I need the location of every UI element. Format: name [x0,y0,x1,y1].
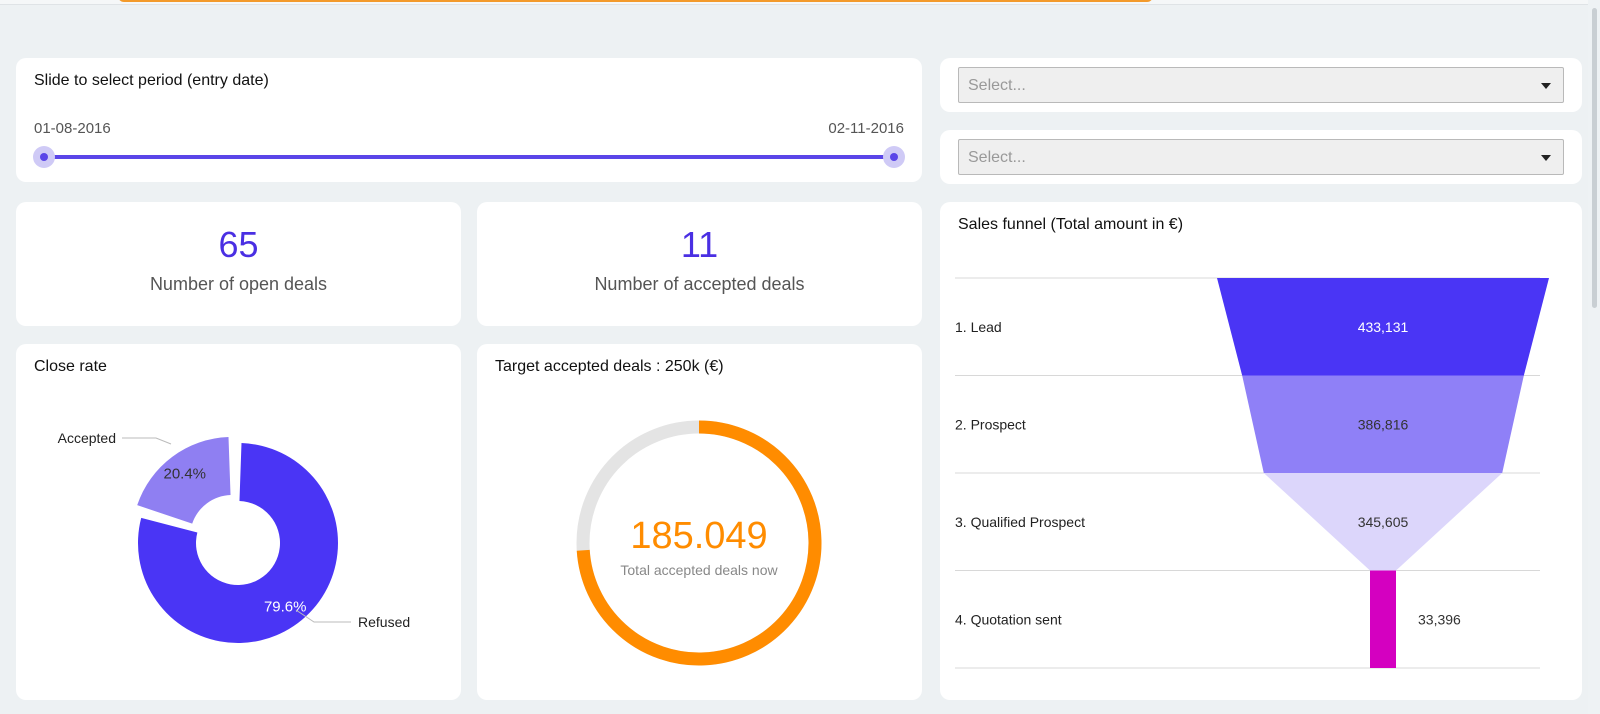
donut-label-refused: Refused [358,614,410,630]
slider-start-handle[interactable] [33,146,55,168]
select-placeholder: Select... [968,77,1026,94]
slider-start-date: 01-08-2016 [34,120,111,137]
filter-select-1[interactable]: Select... [958,67,1564,103]
target-gauge-chart: 185.049 Total accepted deals now [576,420,822,666]
target-gauge-card: Target accepted deals : 250k (€) 185.049… [477,344,922,700]
top-accent-bar [118,0,1153,2]
slider-end-handle[interactable] [883,146,905,168]
donut-value-label: 79.6% [264,598,307,615]
period-filter-card: Slide to select period (entry date) 01-0… [16,58,922,182]
funnel-category-label: 2. Prospect [955,416,1026,432]
filter-select-2[interactable]: Select... [958,139,1564,175]
chevron-down-icon[interactable] [1541,155,1551,161]
slider-end-date: 02-11-2016 [828,120,904,137]
funnel-category-label: 1. Lead [955,319,1002,335]
sales-funnel-chart: 1. Lead 433,131 2. Prospect 386,816 3. Quali… [955,277,1549,669]
filter-select-card-2: Select... [940,130,1582,184]
funnel-category-label: 3. Qualified Prospect [955,514,1085,530]
funnel-stage-1[interactable] [1217,278,1549,376]
funnel-stage-2[interactable] [1242,375,1524,474]
kpi-accepted-deals-value: 11 [680,224,719,265]
sales-funnel-card: Sales funnel (Total amount in €) 1. Lead… [940,202,1582,700]
donut-slice-refused[interactable] [138,443,339,643]
slider-track[interactable] [44,155,894,159]
period-filter-title: Slide to select period (entry date) [34,72,269,89]
donut-slice-accepted[interactable] [137,437,231,524]
donut-leader-line [295,609,351,623]
target-gauge-title: Target accepted deals : 250k (€) [495,358,724,375]
kpi-accepted-deals-card: 11 Number of accepted deals [477,202,922,326]
donut-label-accepted: Accepted [58,430,116,446]
funnel-value-label: 345,605 [1358,514,1409,530]
funnel-stage-4[interactable] [1370,570,1396,669]
select-placeholder: Select... [968,149,1026,166]
filter-select-card-1: Select... [940,58,1582,112]
sales-funnel-title: Sales funnel (Total amount in €) [958,216,1184,233]
funnel-category-label: 4. Quotation sent [955,611,1062,627]
gauge-subtitle: Total accepted deals now [620,562,778,578]
chevron-down-icon[interactable] [1541,83,1551,89]
close-rate-card: Close rate 20.4% 79.6% Accepted Refused [16,344,461,700]
page-scrollbar[interactable] [1588,0,1600,714]
funnel-value-label: 33,396 [1418,611,1461,627]
funnel-stage-3[interactable] [1263,473,1503,571]
kpi-open-deals-value: 65 [218,224,259,265]
kpi-open-deals-card: 65 Number of open deals [16,202,461,326]
close-rate-donut-chart: 20.4% 79.6% Accepted Refused [58,430,410,643]
gauge-value-arc [576,420,822,666]
funnel-value-label: 386,816 [1358,416,1409,432]
kpi-open-deals-label: Number of open deals [149,274,328,294]
scrollbar-thumb[interactable] [1592,8,1597,308]
gauge-value-text: 185.049 [630,515,767,557]
donut-leader-line [122,437,172,445]
donut-value-label: 20.4% [163,466,206,483]
top-border [0,0,1588,5]
kpi-accepted-deals-label: Number of accepted deals [594,274,805,294]
funnel-value-label: 433,131 [1358,319,1409,335]
close-rate-title: Close rate [34,358,107,375]
